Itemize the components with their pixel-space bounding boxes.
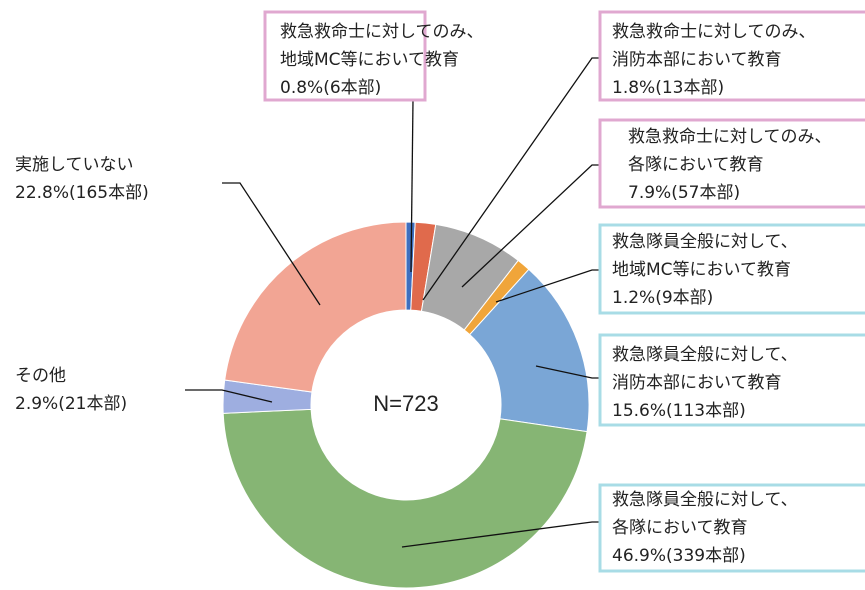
- category-label: 実施していない: [15, 155, 134, 175]
- category-label: その他: [15, 366, 66, 386]
- category-label: 地域MC等において教育: [280, 50, 459, 70]
- leader-line: [222, 182, 321, 306]
- leader-line: [401, 521, 600, 548]
- donut-slice: [224, 221, 407, 393]
- value-label: 1.8%(13本部): [612, 78, 724, 98]
- value-label: 15.6%(113本部): [612, 401, 746, 421]
- label-box: [263, 10, 427, 102]
- category-label: 救急救命士に対してのみ、: [628, 127, 832, 147]
- leader-line: [410, 99, 414, 273]
- value-label: 1.2%(9本部): [612, 288, 713, 308]
- donut-slice: [222, 408, 588, 589]
- label-box: [598, 223, 865, 315]
- category-label: 救急救命士に対してのみ、: [280, 22, 484, 42]
- value-label: 0.8%(6本部): [280, 78, 381, 98]
- category-label: 地域MC等において教育: [612, 260, 791, 280]
- center-label: N=723: [373, 391, 438, 416]
- value-label: 2.9%(21本部): [15, 394, 127, 414]
- category-label: 消防本部において教育: [612, 50, 782, 70]
- label-box: [598, 483, 865, 573]
- leader-line: [495, 269, 600, 303]
- leader-line: [535, 365, 600, 379]
- category-label: 消防本部において教育: [612, 373, 782, 393]
- label-box: [598, 10, 865, 102]
- value-label: 7.9%(57本部): [628, 183, 740, 203]
- leader-line: [422, 57, 600, 301]
- category-label: 救急救命士に対してのみ、: [612, 22, 816, 42]
- category-label: 各隊において教育: [628, 155, 764, 175]
- leader-line: [185, 389, 273, 403]
- label-box: [598, 333, 865, 427]
- label-box: [598, 118, 865, 209]
- leader-line: [461, 164, 600, 288]
- value-label: 22.8%(165本部): [15, 183, 149, 203]
- category-label: 各隊において教育: [612, 518, 748, 538]
- category-label: 救急隊員全般に対して、: [612, 232, 798, 252]
- category-label: 救急隊員全般に対して、: [612, 345, 798, 365]
- value-label: 46.9%(339本部): [612, 546, 746, 566]
- category-label: 救急隊員全般に対して、: [612, 490, 798, 510]
